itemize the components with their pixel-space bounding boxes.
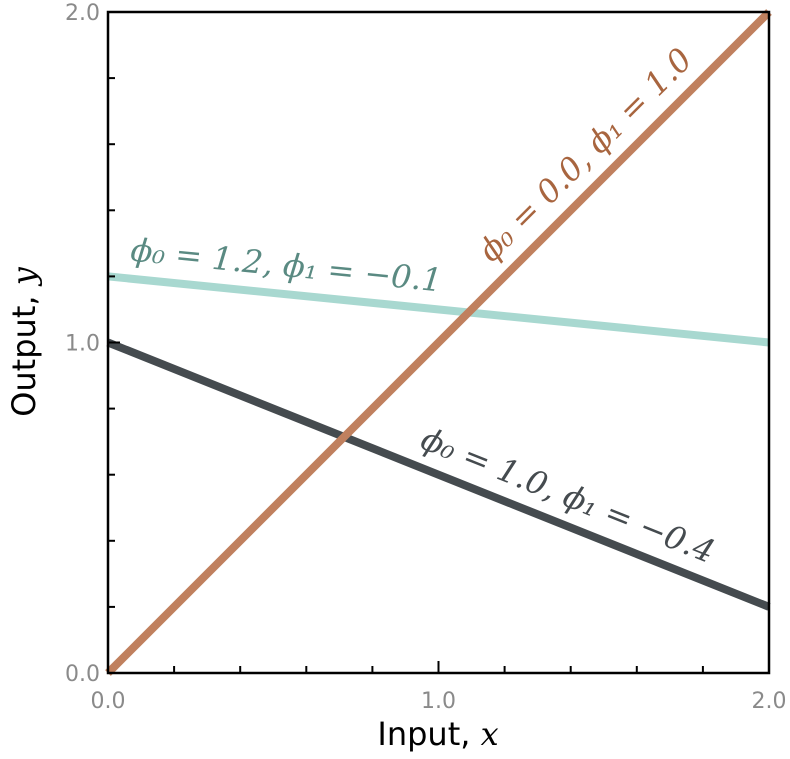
x-tick-label: 1.0	[421, 689, 456, 714]
tick-layer: 0.0 1.0 2.0 0.0 1.0 2.0	[65, 1, 787, 714]
series-label-2: ϕ₀ = 1.0, ϕ₁ = −0.4	[416, 420, 720, 571]
x-axis-label: Input, x	[377, 715, 498, 753]
y-axis-label: Output, y	[5, 266, 43, 417]
x-tick-label: 2.0	[752, 689, 787, 714]
series-label-3: ϕ₀ = 0.0, ϕ₁ = 1.0	[471, 40, 700, 269]
x-tick-label: 0.0	[91, 689, 126, 714]
y-tick-label: 0.0	[65, 662, 100, 687]
series-label-1: ϕ₀ = 1.2, ϕ₁ = −0.1	[129, 231, 444, 300]
series-line-1	[107, 272, 770, 347]
y-tick-label: 1.0	[65, 332, 100, 357]
y-tick-label: 2.0	[65, 1, 100, 26]
series-line-3	[105, 9, 772, 676]
series-layer	[105, 9, 772, 676]
series-line-2	[106, 338, 771, 611]
